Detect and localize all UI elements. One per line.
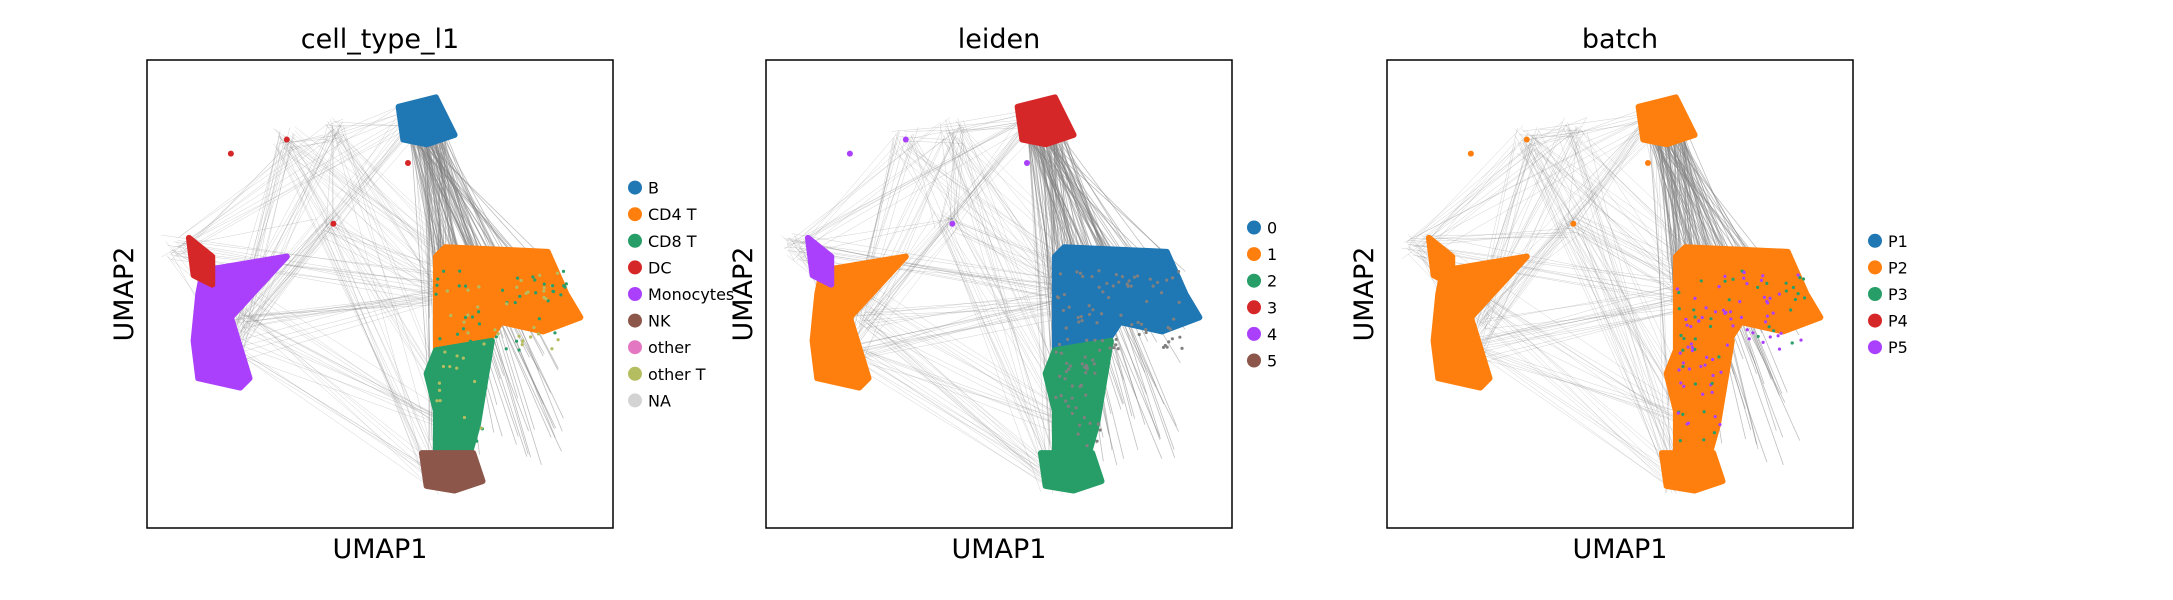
plot-frame xyxy=(765,59,1233,529)
cluster-top xyxy=(1014,94,1077,148)
legend-marker xyxy=(628,260,642,275)
legend-label: other xyxy=(648,338,691,357)
graph-edges xyxy=(1401,102,1751,495)
mixed-points xyxy=(227,136,568,448)
legend-label: 4 xyxy=(1267,325,1277,344)
legend-marker xyxy=(1868,340,1882,355)
legend-marker xyxy=(628,393,642,408)
cluster-left xyxy=(190,253,290,391)
legend-label: 0 xyxy=(1267,219,1277,238)
cluster-left xyxy=(809,253,909,391)
legend-marker xyxy=(1868,287,1882,301)
legend-label: 2 xyxy=(1267,272,1277,291)
mixed-points xyxy=(1467,136,1807,443)
x-axis-label: UMAP1 xyxy=(952,534,1047,565)
legend: 0 1 2 3 4 5 xyxy=(1247,219,1277,371)
panel-3: batch UMAP1 UMAP2 P1 P2 P3 P4 P5 xyxy=(1349,24,1908,565)
legend-label: P2 xyxy=(1888,258,1908,277)
legend-label: B xyxy=(648,179,659,198)
panel-1: cell_type_l1 UMAP1 UMAP2 B CD4 T CD8 T DC Monoc… xyxy=(109,24,734,565)
cluster-bottom xyxy=(1658,450,1726,494)
legend-label: NK xyxy=(648,312,671,331)
plot-frame xyxy=(1386,59,1854,529)
legend: B CD4 T CD8 T DC Monocytes NK other other T NA xyxy=(628,179,734,410)
panel-title: cell_type_l1 xyxy=(301,24,459,55)
x-axis-label: UMAP1 xyxy=(1573,534,1668,565)
legend-label: 5 xyxy=(1267,352,1277,371)
plot-frame xyxy=(146,59,614,529)
cluster-dcTip xyxy=(804,234,835,288)
legend-label: P1 xyxy=(1888,232,1908,251)
cluster-lower xyxy=(1663,337,1735,466)
panel-title: leiden xyxy=(958,24,1040,55)
legend-marker xyxy=(1247,300,1261,315)
legend-marker xyxy=(1868,313,1882,328)
legend-marker xyxy=(1868,233,1882,248)
panel-title: batch xyxy=(1582,24,1658,55)
cluster-dcTip xyxy=(1425,234,1456,288)
legend-label: P5 xyxy=(1888,338,1908,357)
legend-marker xyxy=(628,366,642,381)
legend-label: 1 xyxy=(1267,245,1277,264)
y-axis-label: UMAP2 xyxy=(1349,247,1380,342)
mixed-points xyxy=(846,136,1184,448)
legend-marker xyxy=(628,207,642,222)
y-axis-label: UMAP2 xyxy=(109,247,140,342)
legend-marker xyxy=(628,313,642,328)
legend-marker xyxy=(1247,273,1261,288)
panel-2: leiden UMAP1 UMAP2 0 1 2 3 4 5 xyxy=(728,24,1277,565)
cluster-bottom xyxy=(1037,450,1105,494)
cluster-top xyxy=(395,94,458,148)
legend-label: CD4 T xyxy=(648,205,697,224)
x-axis-label: UMAP1 xyxy=(333,534,428,565)
legend-marker xyxy=(628,233,642,248)
legend-label: 3 xyxy=(1267,298,1277,317)
legend-label: Monocytes xyxy=(648,285,734,304)
legend-label: NA xyxy=(648,391,671,410)
legend-marker xyxy=(1247,326,1261,341)
legend-label: P3 xyxy=(1888,285,1908,304)
cluster-bottom xyxy=(418,450,486,494)
legend-marker xyxy=(1868,260,1882,275)
legend-marker xyxy=(1247,353,1261,368)
cluster-dcTip xyxy=(185,234,216,288)
legend-label: P4 xyxy=(1888,312,1908,331)
y-axis-label: UMAP2 xyxy=(728,247,759,342)
cluster-top xyxy=(1635,94,1698,148)
legend-label: other T xyxy=(648,365,706,384)
legend-marker xyxy=(1247,220,1261,235)
legend: P1 P2 P3 P4 P5 xyxy=(1868,232,1908,357)
legend-marker xyxy=(628,180,642,195)
legend-marker xyxy=(628,340,642,355)
legend-label: CD8 T xyxy=(648,232,697,251)
cluster-left xyxy=(1430,253,1530,391)
legend-marker xyxy=(1247,247,1261,262)
legend-marker xyxy=(628,287,642,301)
legend-label: DC xyxy=(648,258,672,277)
